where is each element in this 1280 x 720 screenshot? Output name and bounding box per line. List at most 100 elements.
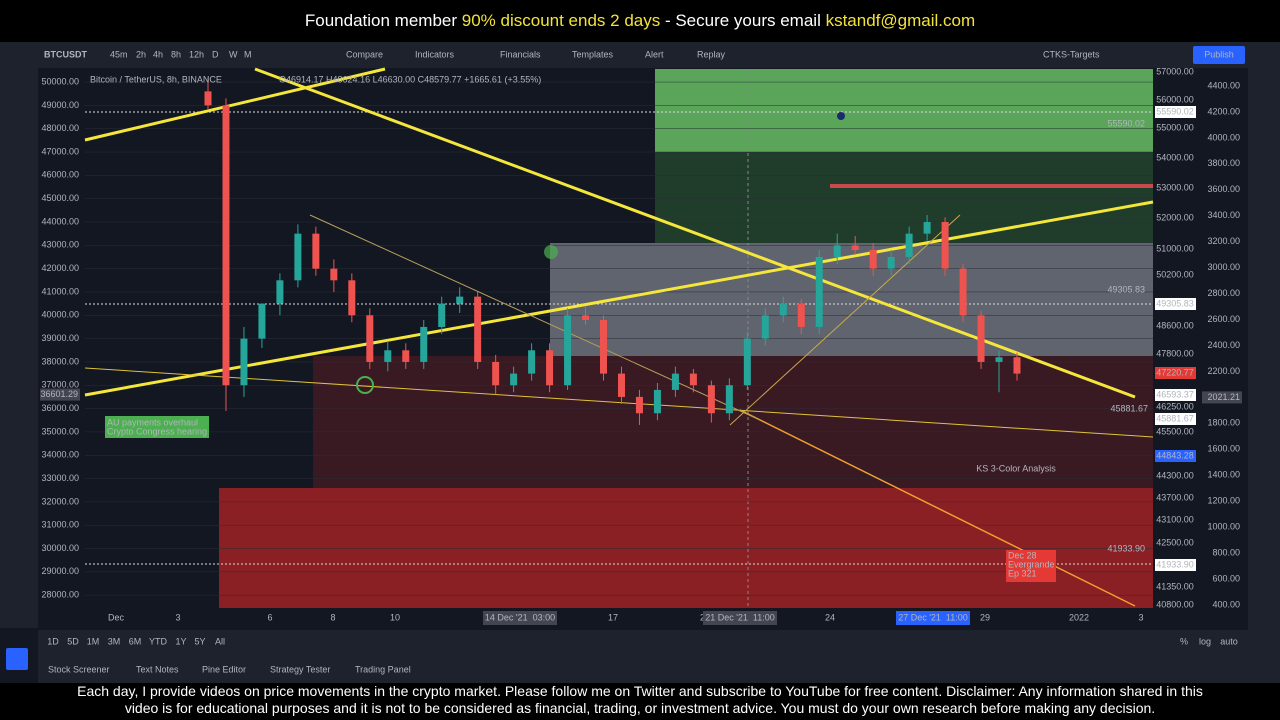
right-axis-label: 2600.00	[1207, 314, 1240, 324]
tool-sidebar	[0, 68, 38, 628]
plot-area	[85, 69, 1153, 608]
axis-highlight	[703, 611, 777, 625]
price-marker	[40, 388, 80, 401]
right-axis-label: 44843.28	[1156, 450, 1194, 460]
right-axis-label: 3400.00	[1207, 210, 1240, 220]
right-axis-label: 52000.00	[1156, 212, 1194, 222]
range-button[interactable]: 5D	[67, 636, 79, 646]
x-tick-label: Dec	[108, 612, 125, 622]
zone-label: 49305.83	[1107, 284, 1145, 294]
range-button[interactable]: YTD	[149, 636, 168, 646]
zone-gray	[550, 243, 1153, 356]
interval-button[interactable]: 45m	[110, 49, 128, 59]
y-tick-label: 48000.00	[41, 123, 79, 133]
publish-button[interactable]	[1193, 46, 1245, 64]
range-button[interactable]: 3M	[108, 636, 121, 646]
toolbar-button[interactable]: Financials	[500, 49, 541, 59]
right-axis-label: 4200.00	[1207, 106, 1240, 116]
right-axis-label: 41350.00	[1156, 581, 1194, 591]
axis-highlight	[1155, 106, 1196, 118]
y-tick-label: 43000.00	[41, 240, 79, 250]
targets-button[interactable]: CTKS-Targets	[1043, 49, 1100, 59]
candle-body	[330, 268, 338, 281]
panel-tab[interactable]: Pine Editor	[202, 664, 246, 674]
y-tick-label: 37000.00	[41, 380, 79, 390]
candle-body	[923, 222, 931, 234]
range-button[interactable]: 6M	[129, 636, 142, 646]
toolbar-button[interactable]: Templates	[572, 49, 614, 59]
x-tick-label: 10	[390, 612, 400, 622]
scale-button[interactable]: %	[1180, 636, 1188, 646]
right-axis-label: 44300.00	[1156, 470, 1194, 480]
x-tick-label: 3	[1138, 612, 1143, 622]
candle-body	[438, 303, 446, 327]
right-axis-label: 400.00	[1212, 599, 1240, 609]
axis-highlight	[483, 611, 557, 625]
toolbar-button[interactable]: Replay	[697, 49, 726, 59]
settings-icon[interactable]	[6, 648, 28, 670]
right-axis-label: 1400.00	[1207, 470, 1240, 480]
right-axis-label: 4000.00	[1207, 132, 1240, 142]
candle-body	[941, 222, 949, 269]
candle-body	[743, 338, 751, 386]
right-axis-label: 1200.00	[1207, 496, 1240, 506]
range-button[interactable]: 1Y	[175, 636, 186, 646]
interval-button[interactable]: 12h	[189, 49, 204, 59]
scale-button[interactable]: log	[1199, 636, 1211, 646]
legend: Bitcoin / TetherUS, 8h, BINANCE	[90, 74, 222, 84]
candle-body	[779, 303, 787, 316]
candle-body	[1013, 357, 1021, 374]
right-axis-label: 46250.00	[1156, 401, 1194, 411]
right-axis-label: 54000.00	[1156, 152, 1194, 162]
y-tick-label: 41000.00	[41, 286, 79, 296]
candle-body	[671, 373, 679, 390]
range-button[interactable]: 5Y	[194, 636, 205, 646]
range-button[interactable]: 1D	[47, 636, 59, 646]
publish-label[interactable]: Publish	[1204, 49, 1234, 59]
y-tick-label: 47000.00	[41, 146, 79, 156]
banner-offer: 90% discount ends 2 days	[461, 11, 661, 30]
candle-body	[815, 256, 823, 327]
candle-body	[204, 91, 212, 106]
right-axis-label: 600.00	[1212, 573, 1240, 583]
scale-button[interactable]: auto	[1220, 636, 1238, 646]
interval-button[interactable]: W	[229, 49, 238, 59]
toolbar-button[interactable]: Indicators	[415, 49, 455, 59]
resistance-bar	[830, 184, 1153, 188]
marker-dot	[837, 112, 845, 120]
candle-body	[294, 233, 302, 281]
right-axis-label: 42500.00	[1156, 537, 1194, 547]
interval-button[interactable]: 2h	[136, 49, 146, 59]
interval-button[interactable]: 4h	[153, 49, 163, 59]
panel-tab[interactable]: Text Notes	[136, 664, 179, 674]
interval-button[interactable]: M	[244, 49, 252, 59]
candle-body	[653, 389, 661, 414]
candle-body	[492, 361, 500, 386]
panel-tab[interactable]: Strategy Tester	[270, 664, 330, 674]
right-sidebar	[1248, 42, 1280, 683]
panel-tab[interactable]: Stock Screener	[48, 664, 110, 674]
zone-dark-green	[655, 152, 1153, 243]
axis-highlight	[896, 611, 970, 625]
symbol: BTCUSDT	[44, 49, 87, 59]
trend-line	[84, 200, 1154, 397]
panel-tab[interactable]: Trading Panel	[355, 664, 411, 674]
range-button[interactable]: All	[215, 636, 225, 646]
y-tick-label: 34000.00	[41, 450, 79, 460]
interval-button[interactable]: 8h	[171, 49, 181, 59]
right-axis-label: 56000.00	[1156, 94, 1194, 104]
candle-body	[689, 373, 697, 386]
toolbar-button[interactable]: Compare	[346, 49, 383, 59]
right-axis-label: 43700.00	[1156, 492, 1194, 502]
candle-body	[456, 296, 464, 304]
candle-body	[474, 296, 482, 362]
toolbar-button[interactable]: Alert	[645, 49, 664, 59]
y-tick-label: 45000.00	[41, 193, 79, 203]
banner-email: kstandf@gmail.com	[825, 11, 976, 30]
candle-body	[869, 249, 877, 269]
candle-body	[258, 303, 266, 339]
candle-body	[977, 315, 985, 362]
interval-button[interactable]: D	[212, 49, 219, 59]
range-button[interactable]: 1M	[87, 636, 100, 646]
